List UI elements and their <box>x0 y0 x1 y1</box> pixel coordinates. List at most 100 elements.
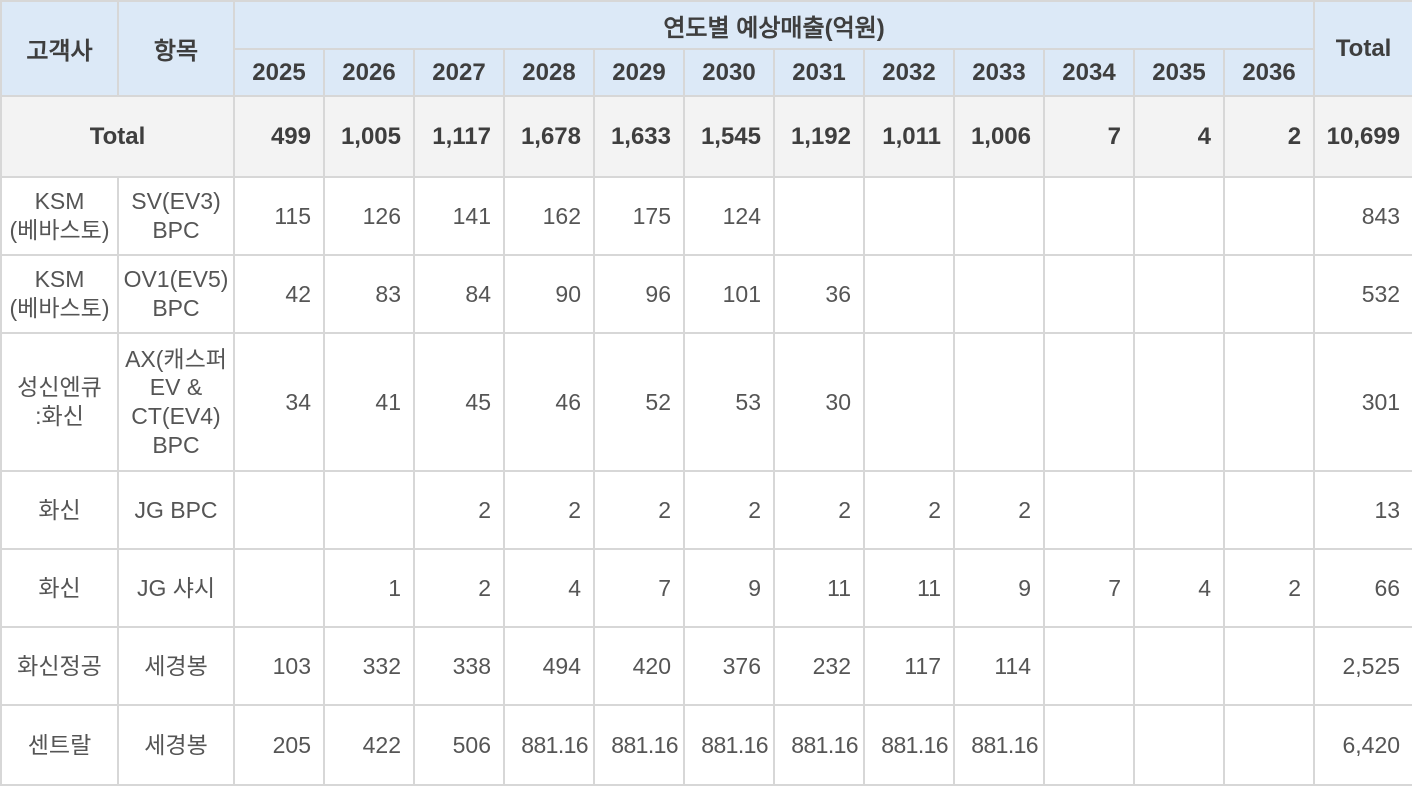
item-cell: SV(EV3) BPC <box>117 176 235 256</box>
year-value-cell: 103 <box>233 626 325 706</box>
year-value-cell <box>953 176 1045 256</box>
year-value-cell: 2 <box>413 470 505 550</box>
customer-cell: 센트랄 <box>0 704 119 786</box>
year-value-cell <box>1222 254 1316 334</box>
total-row-value: 1,011 <box>863 95 955 178</box>
year-value-cell <box>1133 332 1225 472</box>
year-header: 2028 <box>503 48 595 97</box>
year-value-cell: 494 <box>503 626 595 706</box>
year-value-cell <box>1222 704 1316 786</box>
year-value-cell <box>1043 332 1135 472</box>
row-total-cell: 532 <box>1313 254 1412 334</box>
data-row: 화신정공 세경봉 103 332 338 494 420 376 232 117 114 2,525 <box>0 626 1412 706</box>
item-cell: 세경봉 <box>117 704 235 786</box>
year-value-cell: 36 <box>773 254 865 334</box>
year-value-cell: 53 <box>683 332 775 472</box>
total-row-value: 1,006 <box>953 95 1045 178</box>
year-header: 2035 <box>1133 48 1225 97</box>
item-cell: 세경봉 <box>117 626 235 706</box>
year-value-cell: 376 <box>683 626 775 706</box>
data-row: 화신 JG BPC 2 2 2 2 2 2 2 13 <box>0 470 1412 550</box>
item-cell: JG 샤시 <box>117 548 235 628</box>
total-row-label: Total <box>0 95 235 178</box>
year-value-cell: 42 <box>233 254 325 334</box>
customer-cell: KSM (베바스토) <box>0 254 119 334</box>
year-value-cell: 881.16 <box>503 704 595 786</box>
row-total-cell: 2,525 <box>1313 626 1412 706</box>
year-value-cell <box>953 254 1045 334</box>
year-header: 2029 <box>593 48 685 97</box>
year-value-cell: 11 <box>773 548 865 628</box>
row-total-cell: 13 <box>1313 470 1412 550</box>
customer-cell: 화신 <box>0 548 119 628</box>
year-value-cell: 2 <box>503 470 595 550</box>
year-value-cell: 34 <box>233 332 325 472</box>
year-value-cell: 9 <box>683 548 775 628</box>
year-value-cell: 2 <box>413 548 505 628</box>
year-value-cell: 30 <box>773 332 865 472</box>
year-value-cell: 117 <box>863 626 955 706</box>
item-cell: JG BPC <box>117 470 235 550</box>
year-value-cell: 175 <box>593 176 685 256</box>
row-total-cell: 6,420 <box>1313 704 1412 786</box>
year-value-cell: 115 <box>233 176 325 256</box>
customer-cell: 화신 <box>0 470 119 550</box>
year-value-cell: 83 <box>323 254 415 334</box>
col-header-customer: 고객사 <box>0 0 119 97</box>
year-value-cell <box>953 332 1045 472</box>
col-header-total: Total <box>1313 0 1412 97</box>
year-value-cell: 126 <box>323 176 415 256</box>
total-row-value: 4 <box>1133 95 1225 178</box>
year-value-cell: 205 <box>233 704 325 786</box>
year-value-cell: 881.16 <box>773 704 865 786</box>
year-value-cell: 11 <box>863 548 955 628</box>
data-row: KSM (베바스토) OV1(EV5) BPC 42 83 84 90 96 101 36 532 <box>0 254 1412 334</box>
year-header: 2032 <box>863 48 955 97</box>
data-row: 화신 JG 샤시 1 2 4 7 9 11 11 9 7 4 2 66 <box>0 548 1412 628</box>
year-header: 2026 <box>323 48 415 97</box>
col-header-item: 항목 <box>117 0 235 97</box>
year-value-cell: 96 <box>593 254 685 334</box>
total-row-value: 499 <box>233 95 325 178</box>
year-value-cell <box>233 548 325 628</box>
total-row-value: 7 <box>1043 95 1135 178</box>
header-row-years: 2025 2026 2027 2028 2029 2030 2031 2032 2033 2034… <box>1 48 1412 97</box>
year-value-cell: 506 <box>413 704 505 786</box>
year-value-cell: 162 <box>503 176 595 256</box>
year-value-cell <box>863 176 955 256</box>
year-value-cell <box>1222 332 1316 472</box>
year-value-cell: 422 <box>323 704 415 786</box>
year-value-cell: 1 <box>323 548 415 628</box>
year-value-cell <box>1222 626 1316 706</box>
total-row-value: 1,117 <box>413 95 505 178</box>
year-value-cell <box>1043 704 1135 786</box>
year-value-cell <box>863 254 955 334</box>
year-value-cell: 2 <box>773 470 865 550</box>
year-value-cell: 84 <box>413 254 505 334</box>
year-value-cell <box>1133 626 1225 706</box>
year-value-cell: 101 <box>683 254 775 334</box>
year-value-cell: 4 <box>503 548 595 628</box>
year-value-cell <box>863 332 955 472</box>
year-value-cell: 52 <box>593 332 685 472</box>
year-header: 2034 <box>1043 48 1135 97</box>
table-body: Total 499 1,005 1,117 1,678 1,633 1,545 1,192 1,… <box>0 95 1412 786</box>
data-row: 센트랄 세경봉 205 422 506 881.16 881.16 881.16 881.16 8… <box>0 704 1412 786</box>
year-value-cell: 2 <box>953 470 1045 550</box>
table-title: 연도별 예상매출(억원) <box>232 0 1316 50</box>
year-value-cell <box>1133 704 1225 786</box>
year-value-cell: 881.16 <box>863 704 955 786</box>
year-value-cell <box>1133 254 1225 334</box>
year-value-cell: 420 <box>593 626 685 706</box>
total-row-value: 1,545 <box>683 95 775 178</box>
year-value-cell <box>1133 176 1225 256</box>
year-value-cell <box>773 176 865 256</box>
year-value-cell: 881.16 <box>953 704 1045 786</box>
year-value-cell: 332 <box>323 626 415 706</box>
year-value-cell: 2 <box>593 470 685 550</box>
item-cell: AX(캐스퍼 EV & CT(EV4) BPC <box>117 332 235 472</box>
total-row-value: 1,633 <box>593 95 685 178</box>
total-row-grand-total: 10,699 <box>1313 95 1412 178</box>
total-row-value: 1,192 <box>773 95 865 178</box>
